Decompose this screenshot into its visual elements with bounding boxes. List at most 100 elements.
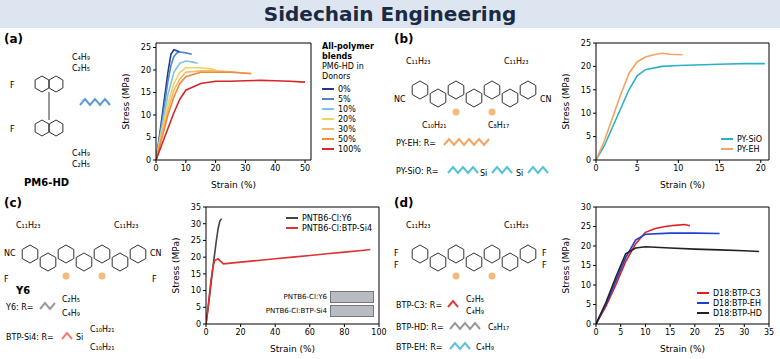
svg-text:15: 15 xyxy=(581,261,591,270)
svg-text:80: 80 xyxy=(339,328,349,337)
svg-text:50: 50 xyxy=(300,164,310,173)
svg-text:C₄H₉: C₄H₉ xyxy=(72,53,90,62)
svg-text:C₂H₅: C₂H₅ xyxy=(72,64,90,73)
svg-text:30: 30 xyxy=(240,164,250,173)
svg-text:C₁₁H₂₃: C₁₁H₂₃ xyxy=(16,221,40,230)
svg-text:CN: CN xyxy=(150,249,162,258)
svg-text:Si: Si xyxy=(480,169,487,178)
svg-text:5: 5 xyxy=(146,133,151,142)
svg-text:35: 35 xyxy=(764,328,774,337)
svg-text:BTP-EH: R=: BTP-EH: R= xyxy=(396,343,442,352)
svg-text:F: F xyxy=(152,275,157,284)
svg-text:15: 15 xyxy=(714,164,724,173)
svg-text:0: 0 xyxy=(593,164,598,173)
svg-text:20: 20 xyxy=(756,164,766,173)
svg-text:BTP-Si4: R=: BTP-Si4: R= xyxy=(6,333,54,342)
svg-text:10: 10 xyxy=(191,286,201,295)
svg-text:0: 0 xyxy=(586,156,591,165)
svg-text:F: F xyxy=(4,275,9,284)
svg-text:20: 20 xyxy=(581,242,591,251)
svg-text:0: 0 xyxy=(586,320,591,329)
svg-text:20: 20 xyxy=(690,328,700,337)
svg-text:F: F xyxy=(10,125,15,134)
svg-text:C₁₁H₂₃: C₁₁H₂₃ xyxy=(114,221,138,230)
svg-text:PY-SiO: R=: PY-SiO: R= xyxy=(396,167,438,176)
svg-text:15: 15 xyxy=(581,86,591,95)
svg-text:Strain (%): Strain (%) xyxy=(660,180,705,190)
svg-text:10: 10 xyxy=(673,164,683,173)
svg-text:BTP-C3: R=: BTP-C3: R= xyxy=(396,301,442,310)
svg-text:Si: Si xyxy=(516,169,523,178)
svg-text:30: 30 xyxy=(581,203,591,212)
svg-text:Y6: Y6 xyxy=(15,285,30,296)
svg-text:NC: NC xyxy=(394,95,406,104)
svg-text:Strain (%): Strain (%) xyxy=(211,180,256,190)
svg-text:CN: CN xyxy=(540,95,552,104)
svg-text:F: F xyxy=(10,81,15,90)
svg-text:C₁₁H₂₃: C₁₁H₂₃ xyxy=(406,57,430,66)
svg-text:15: 15 xyxy=(191,270,201,279)
svg-text:C₁₀H₂₁: C₁₀H₂₁ xyxy=(90,325,114,334)
svg-text:0: 0 xyxy=(146,156,151,165)
svg-text:5: 5 xyxy=(196,303,201,312)
svg-text:Stress (MPa): Stress (MPa) xyxy=(561,238,571,294)
svg-text:C₁₀H₂₁: C₁₀H₂₁ xyxy=(90,343,114,352)
svg-text:C₂H₅: C₂H₅ xyxy=(62,295,80,304)
svg-text:20: 20 xyxy=(191,253,201,262)
svg-text:C₈H₁₇: C₈H₁₇ xyxy=(488,121,509,130)
svg-text:20: 20 xyxy=(211,164,221,173)
svg-text:C₄H₉: C₄H₉ xyxy=(466,307,484,316)
svg-text:NC: NC xyxy=(4,249,16,258)
svg-text:25: 25 xyxy=(191,236,201,245)
svg-text:PM6-HD: PM6-HD xyxy=(24,177,69,188)
svg-text:10: 10 xyxy=(181,164,191,173)
svg-text:20: 20 xyxy=(581,62,591,71)
svg-text:30: 30 xyxy=(191,220,201,229)
svg-text:PY-EH: R=: PY-EH: R= xyxy=(396,139,436,148)
svg-text:25: 25 xyxy=(141,43,151,52)
svg-text:C₂H₅: C₂H₅ xyxy=(72,160,90,169)
svg-text:F: F xyxy=(394,249,399,258)
svg-text:C₄H₉: C₄H₉ xyxy=(62,309,80,318)
svg-text:10: 10 xyxy=(141,111,151,120)
svg-text:100: 100 xyxy=(371,328,386,337)
svg-text:Y6: R=: Y6: R= xyxy=(5,303,33,312)
svg-text:C₁₁H₂₃: C₁₁H₂₃ xyxy=(406,221,430,230)
svg-text:10: 10 xyxy=(581,109,591,118)
svg-text:C₂H₅: C₂H₅ xyxy=(466,295,484,304)
svg-text:0: 0 xyxy=(593,328,598,337)
svg-text:C₈H₁₇: C₈H₁₇ xyxy=(488,323,509,332)
svg-text:Stress (MPa): Stress (MPa) xyxy=(561,74,571,130)
svg-text:F: F xyxy=(542,249,547,258)
svg-text:20: 20 xyxy=(236,328,246,337)
svg-text:C₄H₉: C₄H₉ xyxy=(72,149,90,158)
svg-text:0: 0 xyxy=(153,164,158,173)
svg-text:25: 25 xyxy=(581,39,591,48)
svg-text:35: 35 xyxy=(191,203,201,212)
svg-text:30: 30 xyxy=(739,328,749,337)
svg-text:5: 5 xyxy=(586,300,591,309)
svg-text:C₁₀H₂₁: C₁₀H₂₁ xyxy=(422,121,446,130)
svg-text:C₁₁H₂₃: C₁₁H₂₃ xyxy=(504,57,528,66)
svg-text:20: 20 xyxy=(141,66,151,75)
svg-text:F: F xyxy=(394,261,399,270)
svg-text:15: 15 xyxy=(141,88,151,97)
svg-text:15: 15 xyxy=(665,328,675,337)
svg-text:10: 10 xyxy=(640,328,650,337)
svg-text:5: 5 xyxy=(618,328,623,337)
svg-text:25: 25 xyxy=(581,222,591,231)
svg-text:60: 60 xyxy=(305,328,315,337)
svg-text:10: 10 xyxy=(581,281,591,290)
svg-text:5: 5 xyxy=(635,164,640,173)
svg-text:25: 25 xyxy=(714,328,724,337)
svg-text:5: 5 xyxy=(586,132,591,141)
svg-text:C₁₁H₂₃: C₁₁H₂₃ xyxy=(504,221,528,230)
svg-text:C₄H₉: C₄H₉ xyxy=(476,343,494,352)
svg-text:0: 0 xyxy=(196,320,201,329)
svg-text:40: 40 xyxy=(270,164,280,173)
svg-text:BTP-HD: R=: BTP-HD: R= xyxy=(396,323,444,332)
svg-text:Strain (%): Strain (%) xyxy=(270,344,315,354)
svg-text:Stress (MPa): Stress (MPa) xyxy=(171,238,181,294)
svg-text:0: 0 xyxy=(203,328,208,337)
svg-text:Si: Si xyxy=(76,333,83,342)
